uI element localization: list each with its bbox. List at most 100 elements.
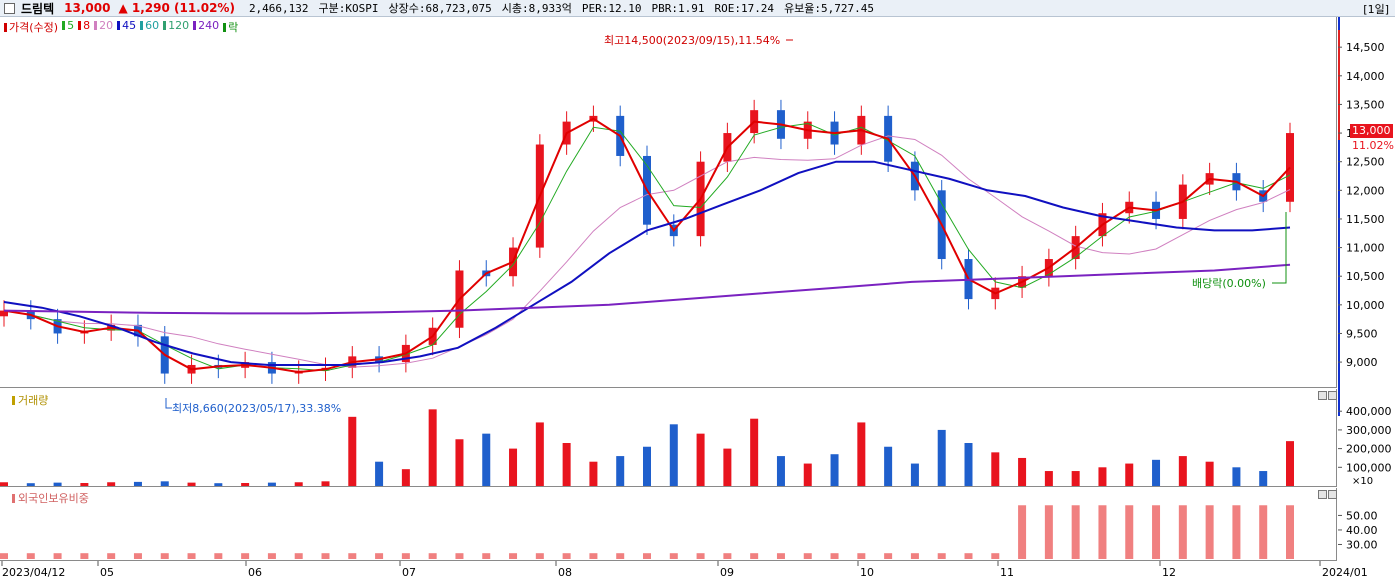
x-tick-label: 09 xyxy=(720,566,734,579)
volume-chart-layer xyxy=(0,409,1294,486)
foreign-bar xyxy=(1044,505,1053,559)
foreign-tick-label: 50.00 xyxy=(1346,509,1378,522)
period-selector[interactable]: [1일] xyxy=(1363,3,1389,16)
foreign-bar xyxy=(1125,505,1134,559)
legend-ma60[interactable]: 60 xyxy=(140,19,159,35)
price-axis-highlight xyxy=(1338,30,1340,140)
volume-bar xyxy=(1178,456,1187,486)
foreign-bar xyxy=(482,553,491,559)
foreign-bar xyxy=(107,553,116,559)
foreign-bar xyxy=(509,553,518,559)
price-tick-label: 13,500 xyxy=(1346,98,1385,111)
volume-bar xyxy=(160,481,169,486)
price-tick-label: 14,000 xyxy=(1346,70,1385,83)
volume-bar xyxy=(0,482,8,486)
info-volume: 2,466,132 xyxy=(248,1,309,15)
select-checkbox[interactable] xyxy=(4,2,15,14)
price-pane[interactable] xyxy=(0,17,1337,388)
volume-bar xyxy=(1125,463,1134,486)
volume-bar xyxy=(133,481,142,486)
volume-bar xyxy=(884,446,893,486)
legend-ma5[interactable]: 5 xyxy=(62,19,74,35)
legend-ex-div[interactable]: 락 xyxy=(223,19,238,35)
volume-tick-label: 300,000 xyxy=(1346,424,1392,437)
candle-body xyxy=(0,310,8,317)
ma20-line xyxy=(3,135,1291,368)
volume-bar xyxy=(562,443,571,486)
legend-ma20[interactable]: 20 xyxy=(94,19,113,35)
maximize-pane-icon[interactable] xyxy=(1328,391,1337,400)
stock-name[interactable]: 드림텍 xyxy=(21,1,55,16)
foreign-bar xyxy=(187,553,196,559)
legend-ma45[interactable]: 45 xyxy=(117,19,136,35)
foreign-bar xyxy=(669,553,678,559)
volume-unit-label: ×10 xyxy=(1352,476,1373,487)
volume-bar xyxy=(830,454,839,486)
foreign-bar xyxy=(750,553,759,559)
volume-bar xyxy=(107,482,116,486)
foreign-bar xyxy=(964,553,973,559)
volume-bar xyxy=(80,483,89,486)
legend-ma240[interactable]: 240 xyxy=(193,19,219,35)
current-change-tag: 11.02% xyxy=(1352,139,1394,152)
minimize-pane-icon[interactable] xyxy=(1318,490,1327,499)
price-tick-label: 9,500 xyxy=(1346,327,1378,340)
price-tick-label: 11,000 xyxy=(1346,242,1385,255)
price-change: ▲ 1,290 (11.02%) xyxy=(118,1,235,15)
info-market: 구분:KOSPI xyxy=(318,2,379,15)
foreign-bar xyxy=(1178,505,1187,559)
foreign-bar xyxy=(26,553,35,559)
price-legend: 가격(수정) 5 8 20 45 60 120 240 락 xyxy=(4,19,238,35)
volume-pane[interactable] xyxy=(0,389,1337,487)
volume-bar xyxy=(187,482,196,486)
volume-label[interactable]: 거래량 xyxy=(12,392,48,408)
ma5-line xyxy=(3,122,1291,372)
foreign-bar xyxy=(776,553,785,559)
legend-price[interactable]: 가격(수정) xyxy=(4,19,58,35)
legend-ma120[interactable]: 120 xyxy=(163,19,189,35)
foreign-bar xyxy=(643,553,651,559)
maximize-pane-icon[interactable] xyxy=(1328,490,1337,499)
foreign-bar xyxy=(1071,505,1080,559)
price-tick-label: 14,500 xyxy=(1346,41,1385,54)
foreign-bar xyxy=(0,553,8,559)
foreign-label[interactable]: 외국인보유비중 xyxy=(12,490,89,506)
price-tick-label: 9,000 xyxy=(1346,356,1378,369)
foreign-bar xyxy=(616,553,625,559)
volume-bar xyxy=(375,461,384,486)
foreign-bar xyxy=(375,553,384,559)
x-tick-label: 06 xyxy=(248,566,262,579)
foreign-bar xyxy=(241,553,250,559)
volume-bar xyxy=(857,422,866,486)
volume-bar xyxy=(750,418,759,486)
foreign-bar xyxy=(160,553,169,559)
x-tick-label: 12 xyxy=(1162,566,1176,579)
volume-bar xyxy=(401,469,410,486)
volume-tick-label: 200,000 xyxy=(1346,443,1392,456)
foreign-bar xyxy=(857,553,866,559)
price-tick-label: 10,500 xyxy=(1346,270,1385,283)
price-axis-bar xyxy=(1338,17,1340,416)
volume-bar xyxy=(1205,461,1214,486)
volume-bar xyxy=(803,463,812,486)
foreign-bar xyxy=(53,553,62,559)
low-marker-line xyxy=(165,398,172,409)
foreign-tick-label: 40.00 xyxy=(1346,524,1378,537)
info-market-cap: 시총:8,933억 xyxy=(501,2,572,15)
info-roe: ROE:17.24 xyxy=(714,1,775,15)
x-tick-label: 2023/04/12 xyxy=(2,566,65,579)
volume-bar xyxy=(509,448,518,486)
ma45-line xyxy=(3,160,1291,366)
high-annotation: 최고14,500(2023/09/15),11.54% xyxy=(604,34,780,47)
legend-ma8[interactable]: 8 xyxy=(78,19,90,35)
foreign-bar xyxy=(294,553,303,559)
minimize-pane-icon[interactable] xyxy=(1318,391,1327,400)
volume-bar xyxy=(696,433,705,486)
foreign-bar xyxy=(1205,505,1214,559)
foreign-pane[interactable] xyxy=(0,488,1337,561)
volume-bar xyxy=(241,483,250,486)
volume-bar xyxy=(964,443,973,486)
price-tick-label: 10,000 xyxy=(1346,299,1385,312)
foreign-bar xyxy=(1098,505,1107,559)
info-per: PER:12.10 xyxy=(581,1,642,15)
